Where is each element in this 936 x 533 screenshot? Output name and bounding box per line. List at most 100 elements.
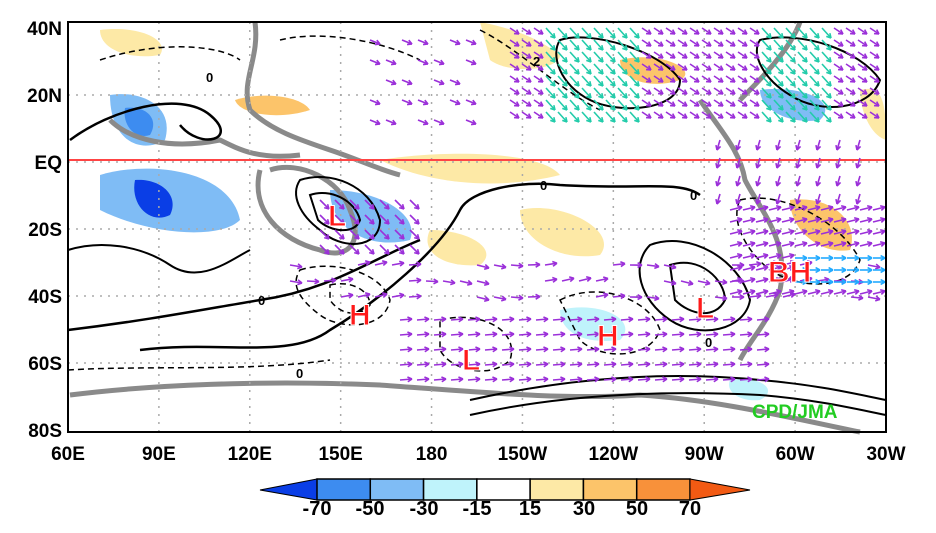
flux-vector xyxy=(357,261,371,266)
contour-label: 0 xyxy=(206,70,213,85)
flux-vector xyxy=(569,111,580,123)
flux-vector xyxy=(845,75,856,83)
flux-vector xyxy=(761,51,772,63)
flux-vector-head xyxy=(730,316,736,323)
lon-tick-label: 30W xyxy=(866,444,905,465)
flux-vector xyxy=(545,99,556,111)
flux-vector-head xyxy=(717,53,724,59)
flux-vector-head xyxy=(525,53,532,59)
flux-vector xyxy=(856,193,861,205)
flux-vector-head xyxy=(622,44,628,51)
flux-vector-head xyxy=(598,56,604,63)
flux-vector xyxy=(581,99,592,111)
flux-vector-head xyxy=(407,331,413,338)
flux-vector-head xyxy=(669,77,676,83)
flux-vector xyxy=(846,242,860,247)
flux-vector-head xyxy=(406,39,413,46)
flux-vector-head xyxy=(669,41,676,47)
flux-vector-head xyxy=(873,41,880,47)
flux-vector-head xyxy=(762,252,769,259)
flux-vector-head xyxy=(778,68,784,75)
flux-vector-head xyxy=(729,65,736,71)
flux-vector-head xyxy=(454,39,461,46)
flux-vector xyxy=(557,111,568,123)
flux-vector-head xyxy=(775,198,782,205)
flux-vector-head xyxy=(475,316,481,323)
flux-vector-head xyxy=(500,295,507,302)
low-center: L xyxy=(696,292,714,325)
flux-vector-head xyxy=(802,68,808,75)
flux-vector xyxy=(605,99,616,111)
flux-vector-head xyxy=(879,216,886,223)
flux-vector-head xyxy=(762,288,769,295)
flux-vector-head xyxy=(741,65,748,71)
flux-vector xyxy=(417,39,429,45)
flux-vector xyxy=(603,348,617,351)
flux-vector xyxy=(833,39,844,47)
flux-vector-head xyxy=(789,259,796,266)
flux-vector-head xyxy=(736,228,743,235)
flux-vector xyxy=(737,39,748,47)
flux-vector-head xyxy=(837,113,844,119)
flux-vector-head xyxy=(814,56,820,63)
flux-vector-head xyxy=(679,346,685,353)
flux-vector-head xyxy=(338,218,345,225)
flux-vector-head xyxy=(766,104,772,111)
high-center-bh: BH xyxy=(768,256,811,289)
flux-vector xyxy=(755,242,769,247)
flux-vector-head xyxy=(338,233,345,240)
flux-vector-head xyxy=(790,44,796,51)
flux-vector-head xyxy=(775,162,782,169)
flux-vector-head xyxy=(766,56,772,63)
flux-vector-head xyxy=(764,316,770,323)
flux-vector-head xyxy=(407,361,413,368)
flux-vector xyxy=(857,87,868,95)
flux-vector-head xyxy=(518,294,524,301)
flux-vector-head xyxy=(681,77,688,83)
flux-vector-head xyxy=(735,144,742,151)
flux-vector xyxy=(701,27,712,35)
flux-vector xyxy=(713,87,724,95)
flux-vector xyxy=(705,333,719,336)
flux-vector-head xyxy=(826,44,832,51)
flux-vector xyxy=(593,27,604,39)
flux-vector-head xyxy=(374,99,381,106)
flux-vector-head xyxy=(802,44,808,51)
flux-vector xyxy=(399,363,413,366)
flux-vector-head xyxy=(525,65,532,71)
flux-vector xyxy=(641,111,652,119)
flux-vector xyxy=(845,27,856,35)
flux-vector-head xyxy=(610,32,616,39)
flux-vector-head xyxy=(814,92,820,99)
flux-vector xyxy=(605,75,616,87)
flux-vector xyxy=(765,261,779,266)
flux-vector-head xyxy=(749,288,756,295)
flux-vector-head xyxy=(441,376,447,383)
flux-vector xyxy=(821,99,832,111)
flux-vector-head xyxy=(849,101,856,107)
flux-vector xyxy=(501,348,515,351)
flux-vector xyxy=(781,254,795,259)
flux-vector-head xyxy=(492,316,498,323)
flux-vector xyxy=(755,266,769,271)
flux-vector xyxy=(340,278,354,282)
flux-vector-head xyxy=(814,228,821,235)
contours xyxy=(67,29,887,416)
contour-label: 2 xyxy=(533,54,540,69)
flux-vector-head xyxy=(416,261,422,268)
flux-vector-head xyxy=(537,113,544,119)
flux-vector-head xyxy=(814,68,820,75)
flux-vector-head xyxy=(814,216,821,223)
flux-vector xyxy=(617,27,628,39)
flux-vector xyxy=(742,278,756,283)
flux-vector xyxy=(518,378,532,381)
flux-vector-head xyxy=(815,266,821,274)
flux-vector-head xyxy=(509,331,515,338)
flux-vector-head xyxy=(729,77,736,83)
flux-vector xyxy=(467,363,481,366)
flux-vector xyxy=(581,51,592,63)
flux-vector-head xyxy=(622,92,628,99)
flux-vector xyxy=(467,348,481,351)
flux-vector xyxy=(521,27,532,35)
colorbar-swatch xyxy=(582,478,638,501)
